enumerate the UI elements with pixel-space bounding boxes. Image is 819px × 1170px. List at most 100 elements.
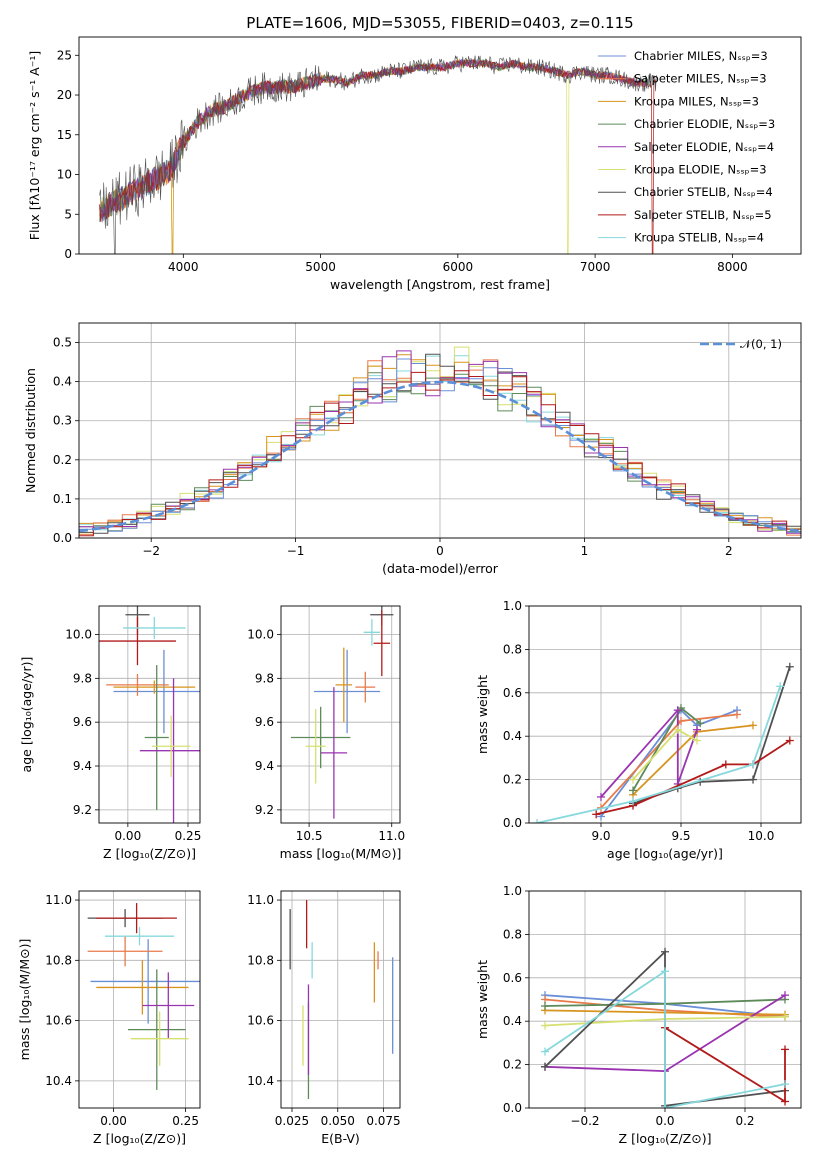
x-tick-label: 7000 — [580, 260, 611, 274]
y-tick-label: 9.6 — [255, 715, 274, 729]
errorbar-point — [314, 649, 381, 734]
errorbar-point — [113, 649, 200, 734]
y-tick-label: 10 — [57, 168, 72, 182]
x-tick-label: 0.0 — [655, 1114, 674, 1128]
weight-marker — [541, 1047, 549, 1056]
x-axis-label: E(B-V) — [321, 1131, 360, 1146]
x-tick-label: 0.2 — [735, 1114, 754, 1128]
legend-entry: Kroupa MILES, Nₛₛₚ=3 — [634, 94, 759, 108]
axes-frame — [78, 36, 802, 255]
y-tick-label: 0.2 — [503, 1058, 522, 1072]
y-tick-label: 9.8 — [73, 671, 92, 685]
x-axis-label: wavelength [Angstrom, rest frame] — [330, 277, 550, 292]
errorbar-point — [130, 1011, 189, 1066]
legend-entry: Chabrier ELODIE, Nₛₛₚ=3 — [634, 117, 775, 131]
axes-frame — [528, 605, 802, 824]
weight-marker — [629, 786, 637, 795]
axes-frame — [280, 890, 401, 1109]
y-tick-label: 0.1 — [53, 492, 72, 506]
y-tick-label: 0.6 — [503, 971, 522, 985]
x-axis-label: mass [log₁₀(M/M⊙)] — [280, 846, 402, 861]
y-tick-label: 10.0 — [65, 627, 92, 641]
y-tick-label: 0.0 — [53, 531, 72, 545]
x-tick-label: 0.075 — [366, 1114, 400, 1128]
weight-marker — [597, 792, 605, 801]
y-tick-label: 9.6 — [73, 715, 92, 729]
y-tick-label: 10.8 — [247, 953, 274, 967]
spectrum-line — [99, 58, 648, 223]
y-tick-label: 11.0 — [45, 893, 72, 907]
y-tick-label: 9.8 — [255, 671, 274, 685]
weight-marker — [781, 1080, 789, 1089]
weight-marker — [749, 760, 757, 769]
legend-entry: Chabrier STELIB, Nₛₛₚ=4 — [634, 185, 773, 199]
errorbar-point — [127, 969, 186, 1090]
axes-frame — [78, 890, 201, 1109]
weight-marker — [693, 725, 701, 734]
y-axis-label: Flux [fλ10⁻¹⁷ erg cm⁻² s⁻¹ A⁻¹] — [27, 51, 42, 240]
plot-area — [289, 900, 394, 1099]
x-tick-label: 2 — [725, 544, 733, 558]
weight-marker — [781, 1012, 789, 1021]
x-tick-label: 0.00 — [114, 829, 141, 843]
x-tick-label: −0.2 — [570, 1114, 599, 1128]
legend-entry: Salpeter ELODIE, Nₛₛₚ=4 — [634, 140, 774, 154]
x-tick-label: 9.5 — [671, 829, 690, 843]
y-tick-label: 9.2 — [73, 803, 92, 817]
panel-mass-vs-EBV: 0.025 0.050 0.075 10.4 10.6 10.8 11.0 E(B-V) — [247, 890, 401, 1146]
y-tick-label: 10.6 — [247, 1014, 274, 1028]
y-tick-label: 9.2 — [255, 803, 274, 817]
x-tick-label: 10.0 — [748, 829, 775, 843]
weight-marker — [776, 682, 785, 691]
errorbar-point — [90, 939, 200, 1024]
errorbar-point — [144, 665, 169, 810]
y-tick-label: 0.3 — [53, 414, 72, 428]
panel-spectrum: 4000 5000 6000 7000 8000 0 5 10 15 20 25 wavelength… — [27, 36, 802, 292]
weight-marker — [629, 775, 637, 784]
x-tick-label: 9.0 — [591, 829, 610, 843]
y-tick-label: 0.5 — [53, 336, 72, 350]
y-tick-label: 0.2 — [53, 453, 72, 467]
y-tick-label: 10.8 — [45, 953, 72, 967]
panel-weight-vs-age: 9.0 9.5 10.0 0.0 0.2 0.4 0.6 0.8 1.0 age [log₁₀(a… — [475, 599, 802, 861]
spectrum-line — [99, 55, 657, 254]
weight-marker — [781, 1097, 789, 1106]
errorbar-point — [305, 709, 326, 784]
errorbar-point — [151, 715, 191, 777]
plot-area — [541, 947, 789, 1108]
x-tick-label: 0.00 — [100, 1114, 127, 1128]
legend-entry: Salpeter STELIB, Nₛₛₚ=5 — [634, 208, 772, 222]
plot-area — [99, 606, 200, 823]
plot-area — [87, 903, 200, 1090]
x-tick-label: −1 — [287, 544, 305, 558]
panel-age-vs-Z: 0.00 0.25 9.2 9.4 9.6 9.8 10.0 Z [log₁₀(Z/Z⊙)] a… — [19, 605, 201, 861]
y-tick-label: 0.0 — [503, 816, 522, 830]
legend-entry: Chabrier MILES, Nₛₛₚ=3 — [634, 49, 768, 63]
weight-line — [544, 969, 786, 1108]
x-axis-label: age [log₁₀(age/yr)] — [607, 846, 723, 861]
weight-marker — [673, 706, 682, 715]
y-tick-label: 5 — [64, 207, 72, 221]
y-tick-label: 11.0 — [247, 893, 274, 907]
spectrum-line — [99, 58, 648, 254]
y-tick-label: 10.4 — [45, 1074, 72, 1088]
weight-line — [536, 686, 782, 823]
legend-entry: Kroupa ELODIE, Nₛₛₚ=3 — [634, 163, 767, 177]
y-tick-label: 9.4 — [73, 759, 92, 773]
y-axis-label: age [log₁₀(age/yr)] — [19, 657, 34, 773]
y-axis-label: mass weight — [475, 960, 490, 1039]
x-tick-label: 8000 — [717, 260, 748, 274]
errorbar-point — [104, 927, 175, 946]
y-tick-label: 10.0 — [247, 627, 274, 641]
plot-area — [533, 662, 794, 823]
y-tick-label: 1.0 — [503, 599, 522, 613]
y-tick-label: 15 — [57, 128, 72, 142]
panel-weight-vs-Z: −0.2 0.0 0.2 0.0 0.2 0.4 0.6 0.8 1.0 Z [log₁₀(Z/Z… — [475, 884, 802, 1146]
errorbar-point — [99, 616, 176, 666]
weight-marker — [661, 967, 669, 976]
weight-marker — [541, 1002, 549, 1011]
errorbar-point — [142, 972, 195, 1039]
weight-marker — [673, 725, 682, 734]
y-tick-label: 10.6 — [45, 1014, 72, 1028]
